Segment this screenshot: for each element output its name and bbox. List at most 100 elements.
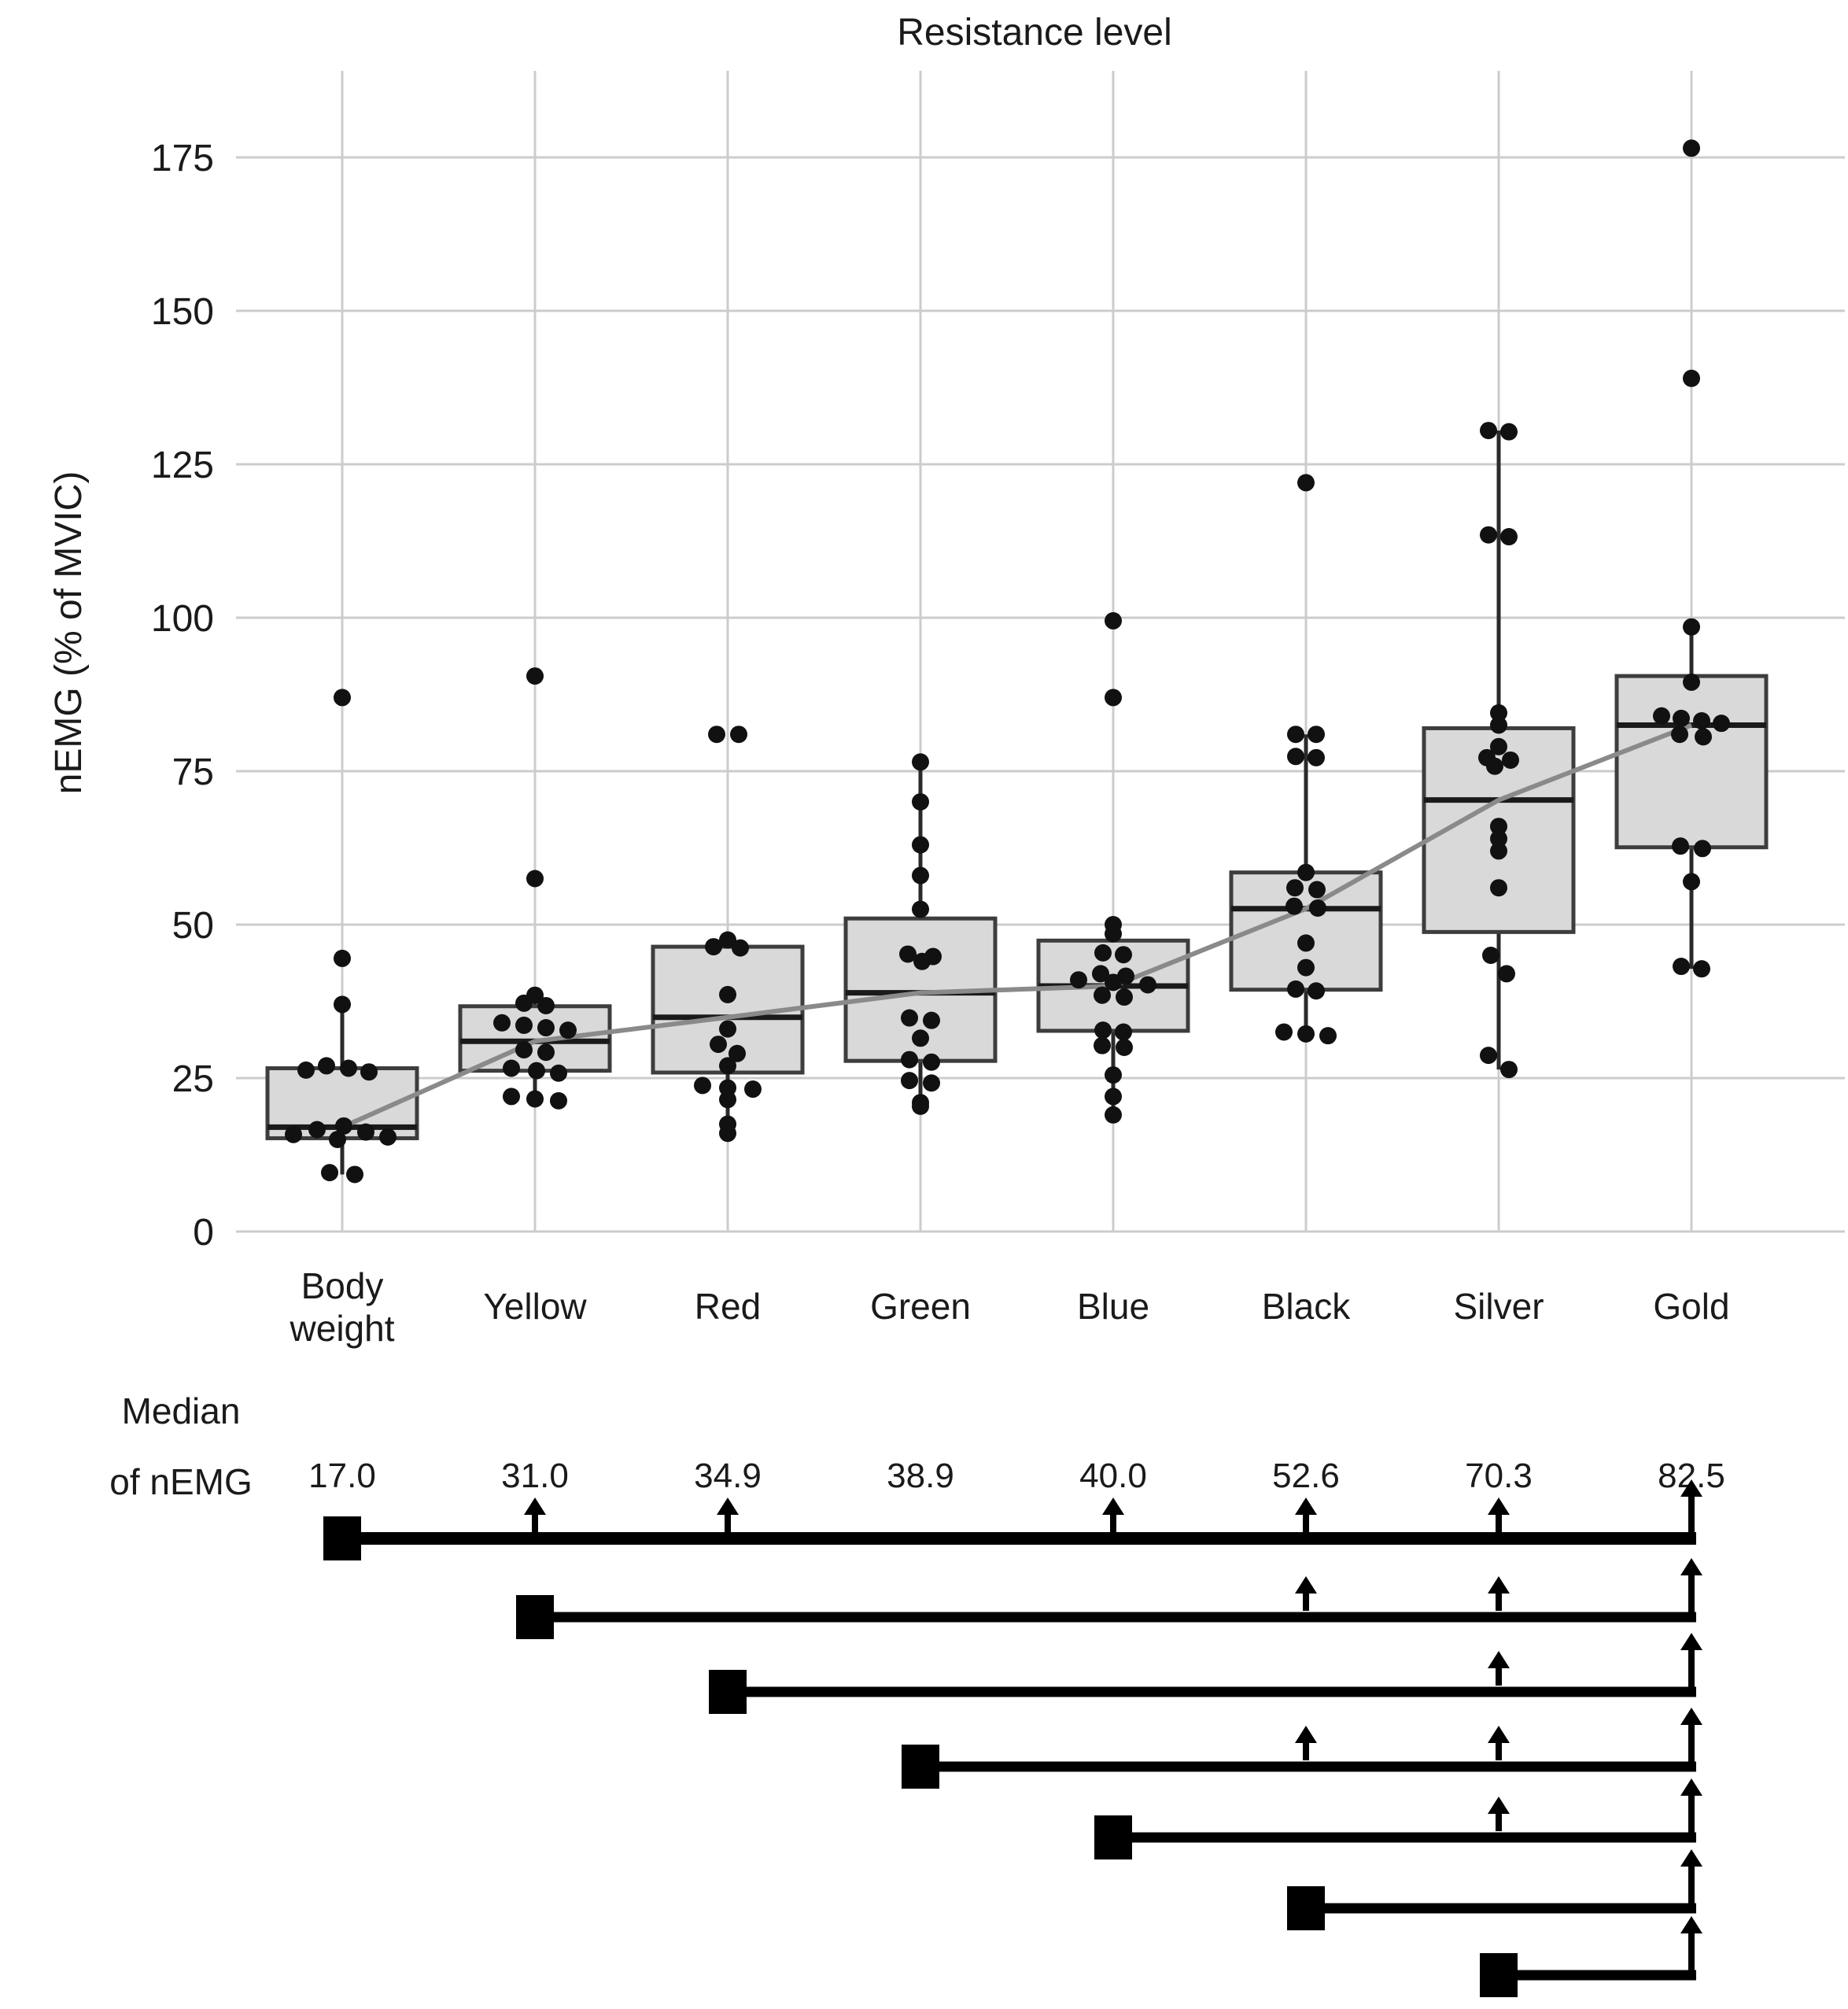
data-point — [1094, 944, 1112, 962]
x-category-label: Yellow — [483, 1286, 587, 1327]
start-square-green — [902, 1745, 939, 1789]
data-point — [1490, 818, 1507, 836]
data-point — [334, 949, 351, 967]
data-point — [901, 1072, 918, 1090]
data-point — [744, 1080, 762, 1099]
data-point — [899, 945, 917, 963]
data-point — [379, 1128, 397, 1146]
data-point — [1490, 842, 1507, 860]
median-value: 70.3 — [1465, 1457, 1533, 1495]
data-point — [1500, 1061, 1518, 1079]
box-yellow — [458, 1004, 612, 1073]
median-row-label-line1: Median — [121, 1390, 241, 1431]
data-point — [308, 1121, 326, 1139]
data-point — [913, 952, 931, 970]
end-arrow-gold-head — [1680, 1479, 1702, 1497]
data-point — [1139, 976, 1156, 994]
mid-arrow-black-head — [1295, 1576, 1317, 1594]
median-value: 40.0 — [1079, 1457, 1147, 1495]
data-point — [493, 1014, 511, 1032]
data-point — [1092, 965, 1109, 983]
data-point — [550, 1091, 567, 1110]
data-point — [1490, 737, 1507, 755]
data-point — [1498, 965, 1515, 983]
data-point — [1694, 840, 1711, 858]
data-point — [1673, 958, 1690, 976]
data-point — [559, 1021, 577, 1040]
x-category-label: Red — [695, 1286, 761, 1327]
data-point — [719, 931, 736, 949]
data-point — [1287, 980, 1304, 998]
data-point — [340, 1059, 357, 1077]
data-point — [705, 938, 722, 956]
start-square-body-weight — [323, 1516, 361, 1560]
data-point — [1308, 982, 1325, 1000]
data-point — [1672, 837, 1689, 855]
x-category-label: Body — [301, 1265, 384, 1306]
data-point — [708, 726, 725, 744]
data-point — [537, 1043, 555, 1062]
x-category-label: Gold — [1653, 1286, 1729, 1327]
data-point — [1105, 1066, 1122, 1084]
data-point — [1308, 726, 1325, 744]
data-point — [719, 1091, 736, 1109]
data-point — [346, 1165, 363, 1184]
data-point — [1482, 947, 1499, 964]
data-point — [1713, 715, 1730, 733]
data-point — [719, 1125, 736, 1143]
end-arrow-gold-head — [1680, 1558, 1702, 1575]
data-point — [318, 1057, 335, 1075]
data-point — [912, 900, 929, 918]
y-tick-label: 50 — [172, 905, 214, 947]
data-point — [1094, 1036, 1111, 1054]
data-point — [1116, 1039, 1133, 1056]
data-point — [515, 994, 533, 1012]
data-point — [912, 793, 929, 811]
data-point — [1297, 474, 1315, 492]
data-point — [732, 939, 749, 957]
data-point — [357, 1123, 374, 1141]
data-point — [1671, 726, 1688, 744]
data-point — [694, 1077, 711, 1095]
chart-title: Resistance level — [897, 12, 1172, 54]
data-point — [515, 1041, 533, 1059]
data-point — [1308, 881, 1326, 899]
data-point — [1115, 946, 1132, 964]
data-point — [923, 1074, 940, 1092]
data-point — [1683, 673, 1700, 691]
data-point — [1673, 709, 1690, 727]
end-arrow-gold-head — [1680, 1778, 1702, 1796]
data-point — [1105, 611, 1122, 630]
data-point — [537, 1019, 555, 1037]
mid-arrow-silver-head — [1488, 1651, 1510, 1668]
data-point — [912, 1097, 929, 1115]
data-point — [285, 1125, 302, 1143]
data-point — [329, 1131, 346, 1148]
data-point — [923, 1053, 940, 1071]
data-point — [1500, 423, 1518, 441]
data-point — [1693, 712, 1710, 730]
data-point — [1683, 139, 1700, 157]
end-arrow-gold-head — [1680, 1849, 1702, 1867]
data-point — [912, 753, 929, 771]
data-point — [1297, 934, 1315, 952]
data-point — [503, 1059, 520, 1077]
data-point — [1695, 728, 1712, 746]
start-square-silver — [1480, 1953, 1518, 1997]
data-point — [334, 995, 351, 1014]
data-point — [1105, 1106, 1122, 1124]
data-point — [912, 836, 929, 854]
end-arrow-gold-head — [1680, 1916, 1702, 1933]
data-point — [503, 1088, 520, 1106]
data-point — [526, 1090, 544, 1108]
median-value: 38.9 — [887, 1457, 954, 1495]
mid-arrow-silver-head — [1488, 1498, 1510, 1515]
data-point — [1653, 707, 1670, 725]
data-point — [1490, 829, 1507, 848]
data-point — [1105, 1088, 1122, 1106]
data-point — [1490, 716, 1507, 734]
data-point — [526, 667, 544, 685]
y-tick-label: 100 — [151, 598, 214, 640]
data-point — [1297, 863, 1315, 881]
